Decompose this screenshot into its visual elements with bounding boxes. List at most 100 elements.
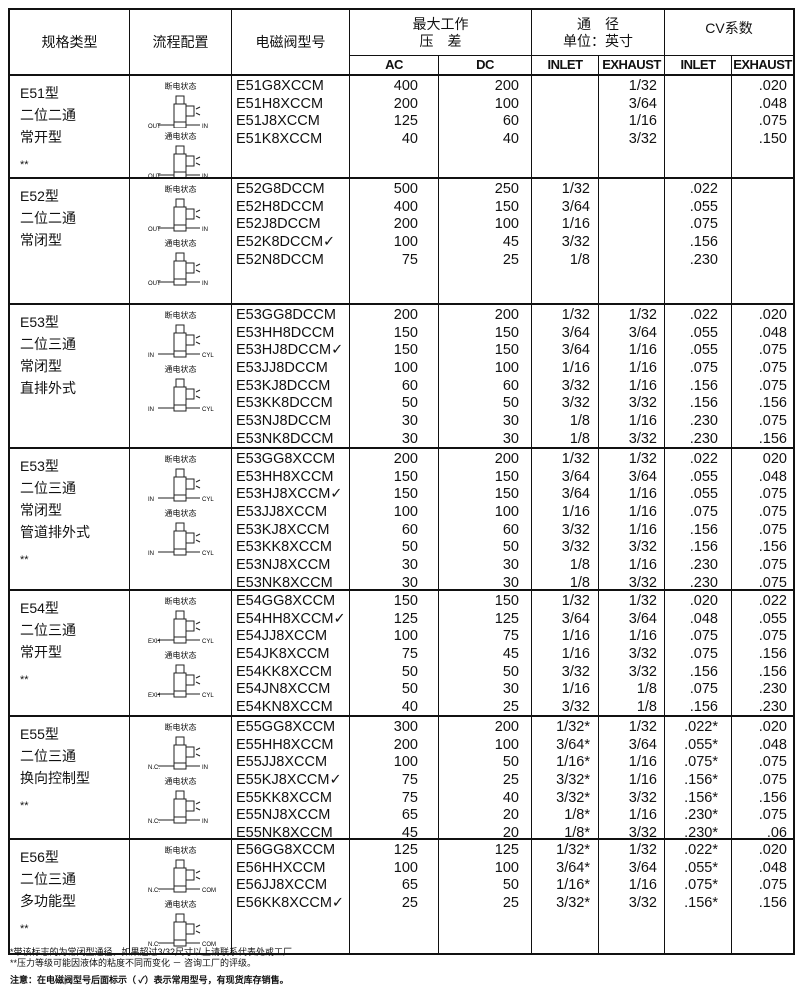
dc-value: 60 xyxy=(502,521,519,538)
ac-value: 30 xyxy=(401,574,418,591)
column-model: E56GG8XCCM E56HHXCCM E56JJ8XCCM E56KK8XCCM✓ xyxy=(232,840,350,953)
model-number: E53HH8DCCM xyxy=(236,324,335,341)
exhaust-value: 1/16 xyxy=(628,807,657,824)
inlet-value: 1/32 xyxy=(561,181,590,197)
valve-symbol-icon: IN CYL xyxy=(148,324,214,359)
column-cv-inlet: .020.048.075.075.156.075.156 xyxy=(665,591,732,715)
column-exhaust: 1/32 3/64 1/16 3/32 3/32 1/8 1/8 xyxy=(599,591,665,715)
exhaust-value: 1/16 xyxy=(628,360,657,377)
spec-code: E53型 xyxy=(20,314,59,330)
port-label: COM. xyxy=(202,888,216,894)
exhaust-value: 1/32 xyxy=(628,719,657,735)
column-cv-exhaust xyxy=(732,179,793,303)
cv-exhaust-value: .230 xyxy=(758,681,787,698)
inlet-value: 1/16 xyxy=(561,681,590,698)
spec-desc: 常开型 xyxy=(20,129,62,145)
cv-exhaust-value: .156 xyxy=(758,395,787,412)
state-off-label: 断电状态 xyxy=(164,846,197,855)
header-dc: DC xyxy=(439,55,532,74)
port-label: IN xyxy=(202,227,208,233)
exhaust-value: 1/16 xyxy=(628,113,657,130)
dc-value: 125 xyxy=(494,610,519,627)
model-number: E55JJ8XCCM xyxy=(236,754,328,771)
port-label: N.C. xyxy=(148,765,160,771)
dc-value: 100 xyxy=(494,360,519,377)
cv-inlet-value: .022* xyxy=(684,719,718,735)
cv-exhaust-value: .150 xyxy=(758,131,787,148)
inlet-value: 3/32 xyxy=(561,699,590,716)
inlet-value: 1/32* xyxy=(556,719,590,735)
model-number: E53GG8DCCM xyxy=(236,307,336,323)
port-label: IN xyxy=(148,551,154,557)
header-cv-exhaust: EXHAUST xyxy=(732,55,793,72)
port-label: IN xyxy=(148,353,154,359)
cv-inlet-value: .156 xyxy=(689,699,718,716)
valve-symbol-icon: OUT IN xyxy=(148,145,208,177)
ac-value: 150 xyxy=(393,468,418,485)
port-label: CYL xyxy=(202,693,214,699)
inlet-value: 3/32* xyxy=(556,895,590,912)
exhaust-value: 1/16 xyxy=(628,521,657,538)
cv-inlet-value xyxy=(665,131,718,149)
state-off-label: 断电状态 xyxy=(164,455,197,464)
cv-exhaust-value: .075 xyxy=(758,377,787,394)
model-number: E54KN8XCCM xyxy=(236,699,333,716)
model-number: E51H8XCCM xyxy=(236,95,324,112)
exhaust-value: 3/32 xyxy=(628,646,657,663)
cv-exhaust-value: .022 xyxy=(758,593,787,609)
cv-inlet-value: .022 xyxy=(689,451,718,467)
header-pressure: 最大工作 压 差 xyxy=(350,10,532,55)
exhaust-value: 3/32 xyxy=(628,574,657,591)
exhaust-value: 3/32 xyxy=(628,895,657,912)
spec-desc: 二位二通 xyxy=(20,210,76,226)
column-cv-inlet: .022* .055* .075* .156* .156* .230* .230* xyxy=(665,717,732,841)
dc-value: 45 xyxy=(502,234,519,251)
flow-diagram-cell: 断电状态 OUT IN 通电状态 OUT IN xyxy=(130,76,232,177)
valve-symbol-icon: OUT IN xyxy=(148,95,208,128)
model-number: E53KJ8DCCM xyxy=(236,377,331,394)
port-label: IN xyxy=(202,819,208,825)
dc-value: 100 xyxy=(494,504,519,521)
inlet-value: 1/32 xyxy=(561,307,590,323)
cv-inlet-value: .230* xyxy=(684,825,718,842)
spec-desc: 管道排外式 xyxy=(20,524,90,540)
cv-exhaust-value: .156 xyxy=(758,646,787,663)
dc-value: 200 xyxy=(494,719,519,735)
inlet-value: 1/8* xyxy=(564,825,590,842)
state-on-label: 通电状态 xyxy=(164,900,197,909)
cv-inlet-value: .156 xyxy=(689,663,718,680)
inlet-value: 1/16 xyxy=(561,504,590,521)
cv-exhaust-value: .048 xyxy=(758,468,787,485)
inlet-value: 1/8 xyxy=(569,557,590,574)
column-exhaust: 1/32 3/64 1/16 3/32 xyxy=(599,76,665,177)
footnote-1: *带该标志的为常闭型通径，如果超过3/32尺寸以上请联系代表处或工厂 xyxy=(10,947,293,957)
column-model: E55GG8XCCM E55HH8XCCM E55JJ8XCCM E55KJ8XCCM… xyxy=(232,717,350,841)
model-number: E55NK8XCCM xyxy=(236,825,333,842)
cv-exhaust-value xyxy=(732,181,787,199)
cv-exhaust-value: .075 xyxy=(758,628,787,645)
cv-exhaust-value: .020 xyxy=(758,842,787,858)
dc-value: 125 xyxy=(494,842,519,858)
exhaust-value: 3/32 xyxy=(628,663,657,680)
port-label: IN xyxy=(202,124,208,128)
model-number: E55NJ8XCCM xyxy=(236,807,331,824)
ac-value: 75 xyxy=(401,251,418,268)
ac-value: 50 xyxy=(401,539,418,556)
exhaust-value: 1/16 xyxy=(628,413,657,430)
flow-diagram-cell: 断电状态 N.C. COM. 通电状态 N.C. COM. xyxy=(130,840,232,953)
footnotes: *带该标志的为常闭型通径，如果超过3/32尺寸以上请联系代表处或工厂 **压力等… xyxy=(10,947,292,986)
cv-inlet-value: .055 xyxy=(689,198,718,215)
dc-value: 150 xyxy=(494,342,519,359)
model-number: E53KK8DCCM xyxy=(236,395,333,412)
cv-inlet-value: .022 xyxy=(689,307,718,323)
model-number: E54HH8XCCM✓ xyxy=(236,610,346,627)
cv-exhaust-value: .075 xyxy=(758,342,787,359)
exhaust-value: 3/64 xyxy=(628,324,657,341)
valve-symbol-icon: N.C. IN xyxy=(148,790,208,825)
state-off-label: 断电状态 xyxy=(164,723,197,732)
port-label: CYL xyxy=(202,497,214,503)
cv-inlet-value: .075 xyxy=(689,504,718,521)
column-dc: 200 100 60 40 xyxy=(439,76,532,177)
header-orifice: 通 径 单位：英寸 xyxy=(532,10,665,55)
inlet-value: 3/64 xyxy=(561,198,590,215)
